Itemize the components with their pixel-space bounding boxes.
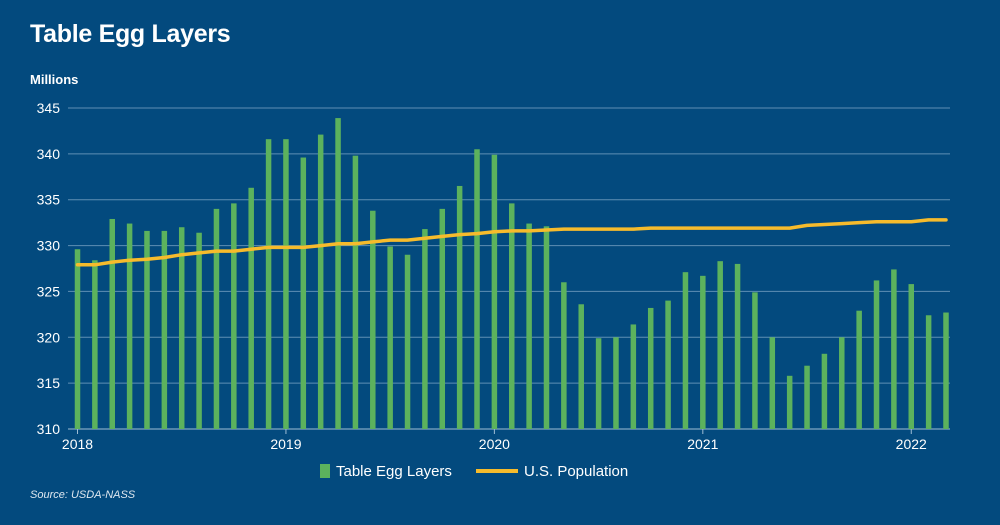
x-tick-label: 2020 — [479, 436, 510, 452]
bar — [561, 282, 567, 429]
bar — [74, 249, 81, 429]
chart-title: Table Egg Layers — [30, 20, 231, 48]
bar — [178, 227, 185, 429]
bar — [734, 263, 741, 429]
bar — [873, 280, 880, 429]
bar — [682, 272, 689, 429]
y-axis-unit-label: Millions — [30, 72, 78, 87]
bar — [943, 312, 949, 429]
legend: Table Egg Layers U.S. Population — [320, 463, 628, 480]
bar — [422, 229, 428, 429]
bar — [352, 155, 359, 430]
bar — [752, 292, 758, 429]
y-tick-label: 335 — [37, 192, 61, 208]
bar — [613, 337, 619, 429]
bar — [908, 284, 915, 429]
bar — [456, 185, 463, 429]
line-series — [75, 218, 948, 267]
legend-swatch-bars — [320, 464, 330, 478]
bar-series — [74, 118, 949, 430]
bar — [474, 149, 480, 429]
bar — [509, 203, 515, 429]
bar — [526, 223, 532, 429]
bar — [300, 157, 307, 430]
bar — [543, 226, 550, 429]
source-note: Source: USDA-NASS — [30, 489, 136, 501]
y-tick-label: 325 — [37, 283, 61, 299]
y-tick-label: 310 — [37, 421, 61, 437]
y-tick-label: 340 — [37, 146, 61, 162]
bar — [665, 300, 671, 429]
bar — [317, 134, 324, 429]
y-tick-label: 345 — [37, 100, 61, 116]
bar — [578, 304, 584, 429]
bar — [595, 338, 602, 429]
x-tick-label: 2019 — [270, 436, 301, 452]
x-tick-label: 2022 — [896, 436, 927, 452]
y-tick-label: 315 — [37, 375, 61, 391]
bar — [231, 203, 237, 429]
bar — [786, 375, 793, 429]
bar — [630, 324, 637, 429]
y-tick-label: 330 — [37, 238, 61, 254]
x-tick-label: 2021 — [687, 436, 718, 452]
bar — [647, 307, 654, 429]
bar — [161, 230, 168, 429]
bar — [387, 246, 393, 429]
x-axis-ticks: 2018 2019 2020 2021 2022 — [62, 429, 927, 452]
population-line — [75, 218, 948, 267]
y-tick-label: 320 — [37, 329, 61, 345]
bar — [769, 337, 776, 429]
bar — [144, 230, 150, 429]
bar — [856, 310, 862, 429]
bar — [126, 223, 133, 429]
bar — [109, 218, 115, 429]
bar — [804, 365, 810, 429]
legend-label-bars: Table Egg Layers — [336, 463, 452, 480]
bar — [839, 337, 845, 429]
bar — [213, 208, 220, 429]
bar — [248, 187, 254, 429]
bar — [283, 139, 289, 429]
bar — [265, 139, 272, 429]
bar — [891, 269, 897, 429]
bar — [925, 315, 932, 429]
bar — [92, 260, 98, 429]
bar — [821, 353, 828, 429]
legend-label-line: U.S. Population — [524, 463, 628, 480]
bar — [335, 118, 341, 430]
y-axis-ticks: 310 315 320 325 330 335 340 345 — [37, 100, 61, 437]
x-tick-label: 2018 — [62, 436, 93, 452]
bar — [700, 275, 706, 429]
bar — [491, 154, 498, 429]
bar — [196, 232, 202, 429]
bar — [404, 254, 411, 429]
bar — [439, 208, 446, 429]
bar — [717, 261, 723, 429]
bar — [370, 210, 376, 429]
